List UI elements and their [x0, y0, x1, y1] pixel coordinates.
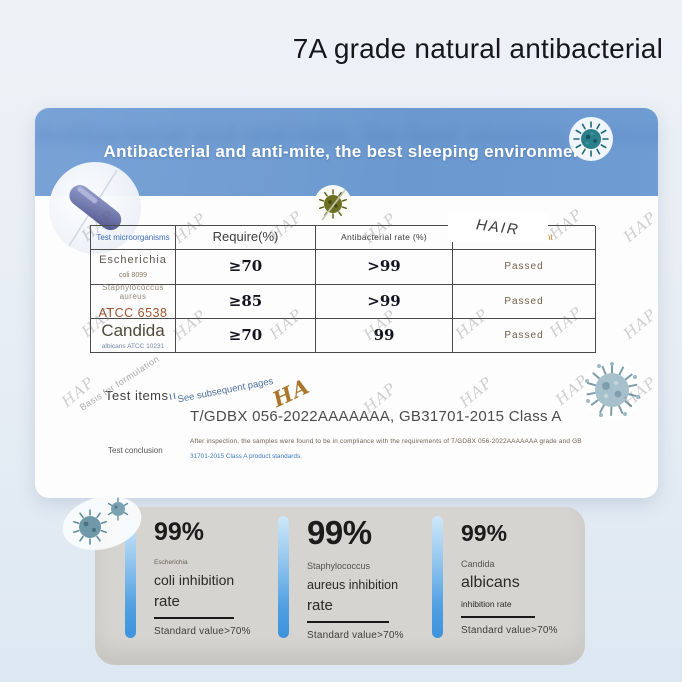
bacteria-icon [314, 185, 352, 223]
table-row-organism: Candida albicans ATCC 10231 [91, 319, 176, 353]
conclusion-text-line2: 31701-2015 Class A product standards. [190, 453, 302, 460]
stats-panel [95, 507, 585, 665]
virus-gray-icon [581, 359, 643, 421]
underline [461, 616, 535, 618]
underline [307, 621, 389, 623]
table-cell-rate: 99 [316, 319, 453, 353]
stat-value: 99% [461, 520, 508, 546]
ha-watermark: HA [268, 373, 314, 412]
table-cell-judgment: Passed [453, 285, 596, 319]
standard-value: Standard value>70% [154, 626, 251, 637]
col-header-rate: Antibacterial rate (%) [316, 226, 453, 250]
hair-watermark: HAIR [475, 215, 521, 239]
table-cell-rate: >99 [316, 285, 453, 319]
col-header-require: Require(%) [176, 226, 316, 250]
test-results-table: Test microorganisms Require(%) Antibacte… [90, 225, 596, 353]
stat-staph: 99% Staphylococcus aureus inhibition rat… [278, 516, 404, 641]
stat-bar [432, 516, 443, 638]
stat-ecoli: 99% Escherichia coli inhibition rate Sta… [125, 516, 251, 638]
standard-line: T/GDBX 056-2022AAAAAAA, GB31701-2015 Cla… [190, 408, 562, 425]
basis-for-formulation-label: Basis for formulation [78, 353, 162, 413]
stat-value: 99% [154, 518, 205, 546]
table-row-organism: Escherichia coli 8099 [91, 250, 176, 285]
banner: Antibacterial and anti-mite, the best sl… [35, 108, 658, 196]
stat-bar [278, 516, 289, 638]
underline [154, 617, 234, 619]
conclusion-text-line1: After inspection, the samples were found… [190, 438, 582, 445]
table-row-organism: Staphylococcus aureus ATCC 6538 [91, 283, 176, 320]
hair-watermark-patch: HAIR [448, 212, 548, 242]
bacteria-cluster-icon [62, 495, 142, 551]
table-cell-judgment: Passed [453, 250, 596, 285]
table-cell-rate: >99 [316, 250, 453, 285]
table-cell-require: ≥70 [176, 319, 316, 353]
standard-value: Standard value>70% [461, 625, 558, 636]
test-conclusion-label: Test conclusion [108, 446, 163, 455]
stat-value: 99% [307, 514, 372, 551]
table-cell-judgment: Passed [453, 319, 596, 353]
standard-value: Standard value>70% [307, 630, 404, 641]
tiny-mark [169, 392, 176, 400]
col-header-microorganisms: Test microorganisms [91, 226, 176, 250]
test-items-label: Test items [105, 388, 169, 403]
virus-icon [569, 117, 613, 161]
capsule-icon [49, 162, 141, 254]
see-subsequent-pages-note: See subsequent pages [168, 376, 274, 407]
banner-ghost-text: Antibacterial and anti-mite, the best sl… [35, 122, 658, 150]
report-card: Antibacterial and anti-mite, the best sl… [35, 108, 658, 498]
table-cell-require: ≥70 [176, 250, 316, 285]
table-cell-require: ≥85 [176, 285, 316, 319]
stat-candida: 99% Candida albicans inhibition rate Sta… [432, 516, 558, 638]
stat-bar [125, 516, 136, 638]
banner-heading: Antibacterial and anti-mite, the best sl… [103, 142, 590, 161]
page-title: 7A grade natural antibacterial [292, 33, 663, 64]
